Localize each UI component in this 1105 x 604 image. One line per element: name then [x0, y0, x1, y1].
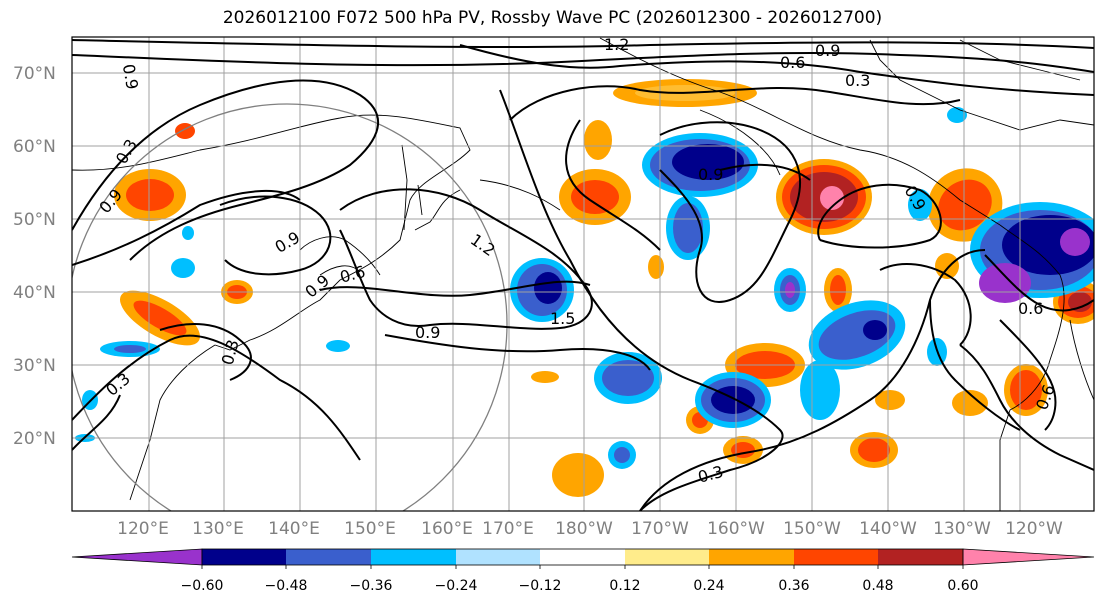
colorbar-tick-label: 0.12 — [609, 578, 640, 594]
contour-label: 0.9 — [698, 165, 723, 184]
contour-label: 0.6 — [1018, 299, 1043, 318]
colorbar-extend-min — [71, 548, 203, 566]
lat-label: 50°N — [13, 210, 56, 230]
contour-label: 0.9 — [815, 41, 840, 60]
colorbar-extend-max — [962, 548, 1095, 566]
lat-label: 40°N — [13, 283, 56, 303]
colorbar-tick-label: −0.60 — [181, 578, 224, 594]
colorbar-tick-label: 0.36 — [778, 578, 809, 594]
colorbar-tick-label: −0.24 — [435, 578, 478, 594]
lon-label: 150°W — [783, 519, 841, 539]
lon-label: 130°W — [933, 519, 991, 539]
reference-circle — [72, 103, 508, 511]
colorbar-segment — [794, 549, 878, 565]
lon-label: 180°W — [555, 519, 613, 539]
contour-label: 0.3 — [845, 71, 870, 90]
lon-label: 160°W — [707, 519, 765, 539]
lon-label: 150°E — [344, 519, 396, 539]
colorbar-segment — [625, 549, 709, 565]
lon-label: 170°E — [482, 519, 534, 539]
contour-label: 1.2 — [604, 35, 629, 54]
lon-label: 160°E — [421, 519, 473, 539]
contour-label: 0.9 — [415, 323, 440, 342]
colorbar-segment — [709, 549, 794, 565]
colorbar-tick-labels: −0.60 −0.48 −0.36 −0.24 −0.12 0.12 0.24 … — [181, 578, 979, 594]
colorbar-segment — [878, 549, 963, 565]
contour-label: 0.9 — [119, 63, 142, 91]
colorbar-segment — [202, 549, 286, 565]
colorbar-segment — [456, 549, 540, 565]
lon-label: 130°E — [192, 519, 244, 539]
lon-label: 140°E — [268, 519, 320, 539]
colorbar-frame — [201, 548, 964, 566]
colorbar-tick-label: 0.24 — [693, 578, 724, 594]
colorbar — [71, 548, 1095, 569]
colorbar-tick-label: −0.12 — [519, 578, 562, 594]
colorbar-segment — [540, 549, 625, 565]
colorbar-tick-label: −0.36 — [350, 578, 393, 594]
lat-label: 70°N — [13, 64, 56, 84]
colorbar-tick-label: 0.48 — [862, 578, 893, 594]
colorbar-segment — [286, 549, 371, 565]
latitude-labels: 70°N 60°N 50°N 40°N 30°N 20°N — [13, 64, 56, 449]
lat-label: 20°N — [13, 429, 56, 449]
contour-label: 1.5 — [550, 309, 575, 328]
negative-anomalies — [75, 107, 1094, 469]
map-panel: 1.2 0.9 0.6 0.3 0.9 0.3 0.9 1.2 0.9 0.6 … — [72, 35, 1094, 511]
map-title: 2026012100 F072 500 hPa PV, Rossby Wave … — [222, 8, 883, 28]
lon-label: 170°W — [631, 519, 689, 539]
lon-label: 120°W — [1005, 519, 1063, 539]
colorbar-segment — [371, 549, 456, 565]
pv-contours — [72, 39, 1094, 511]
contour-label: 0.6 — [780, 53, 805, 72]
coastlines — [72, 37, 1094, 511]
longitude-labels: 120°E 130°E 140°E 150°E 160°E 170°E 180°… — [117, 519, 1063, 539]
lon-label: 140°W — [859, 519, 917, 539]
map-frame — [71, 36, 1095, 512]
colorbar-tick-label: 0.60 — [947, 578, 978, 594]
lat-label: 30°N — [13, 356, 56, 376]
lon-label: 120°E — [117, 519, 169, 539]
colorbar-tick-label: −0.48 — [265, 578, 308, 594]
lat-label: 60°N — [13, 137, 56, 157]
